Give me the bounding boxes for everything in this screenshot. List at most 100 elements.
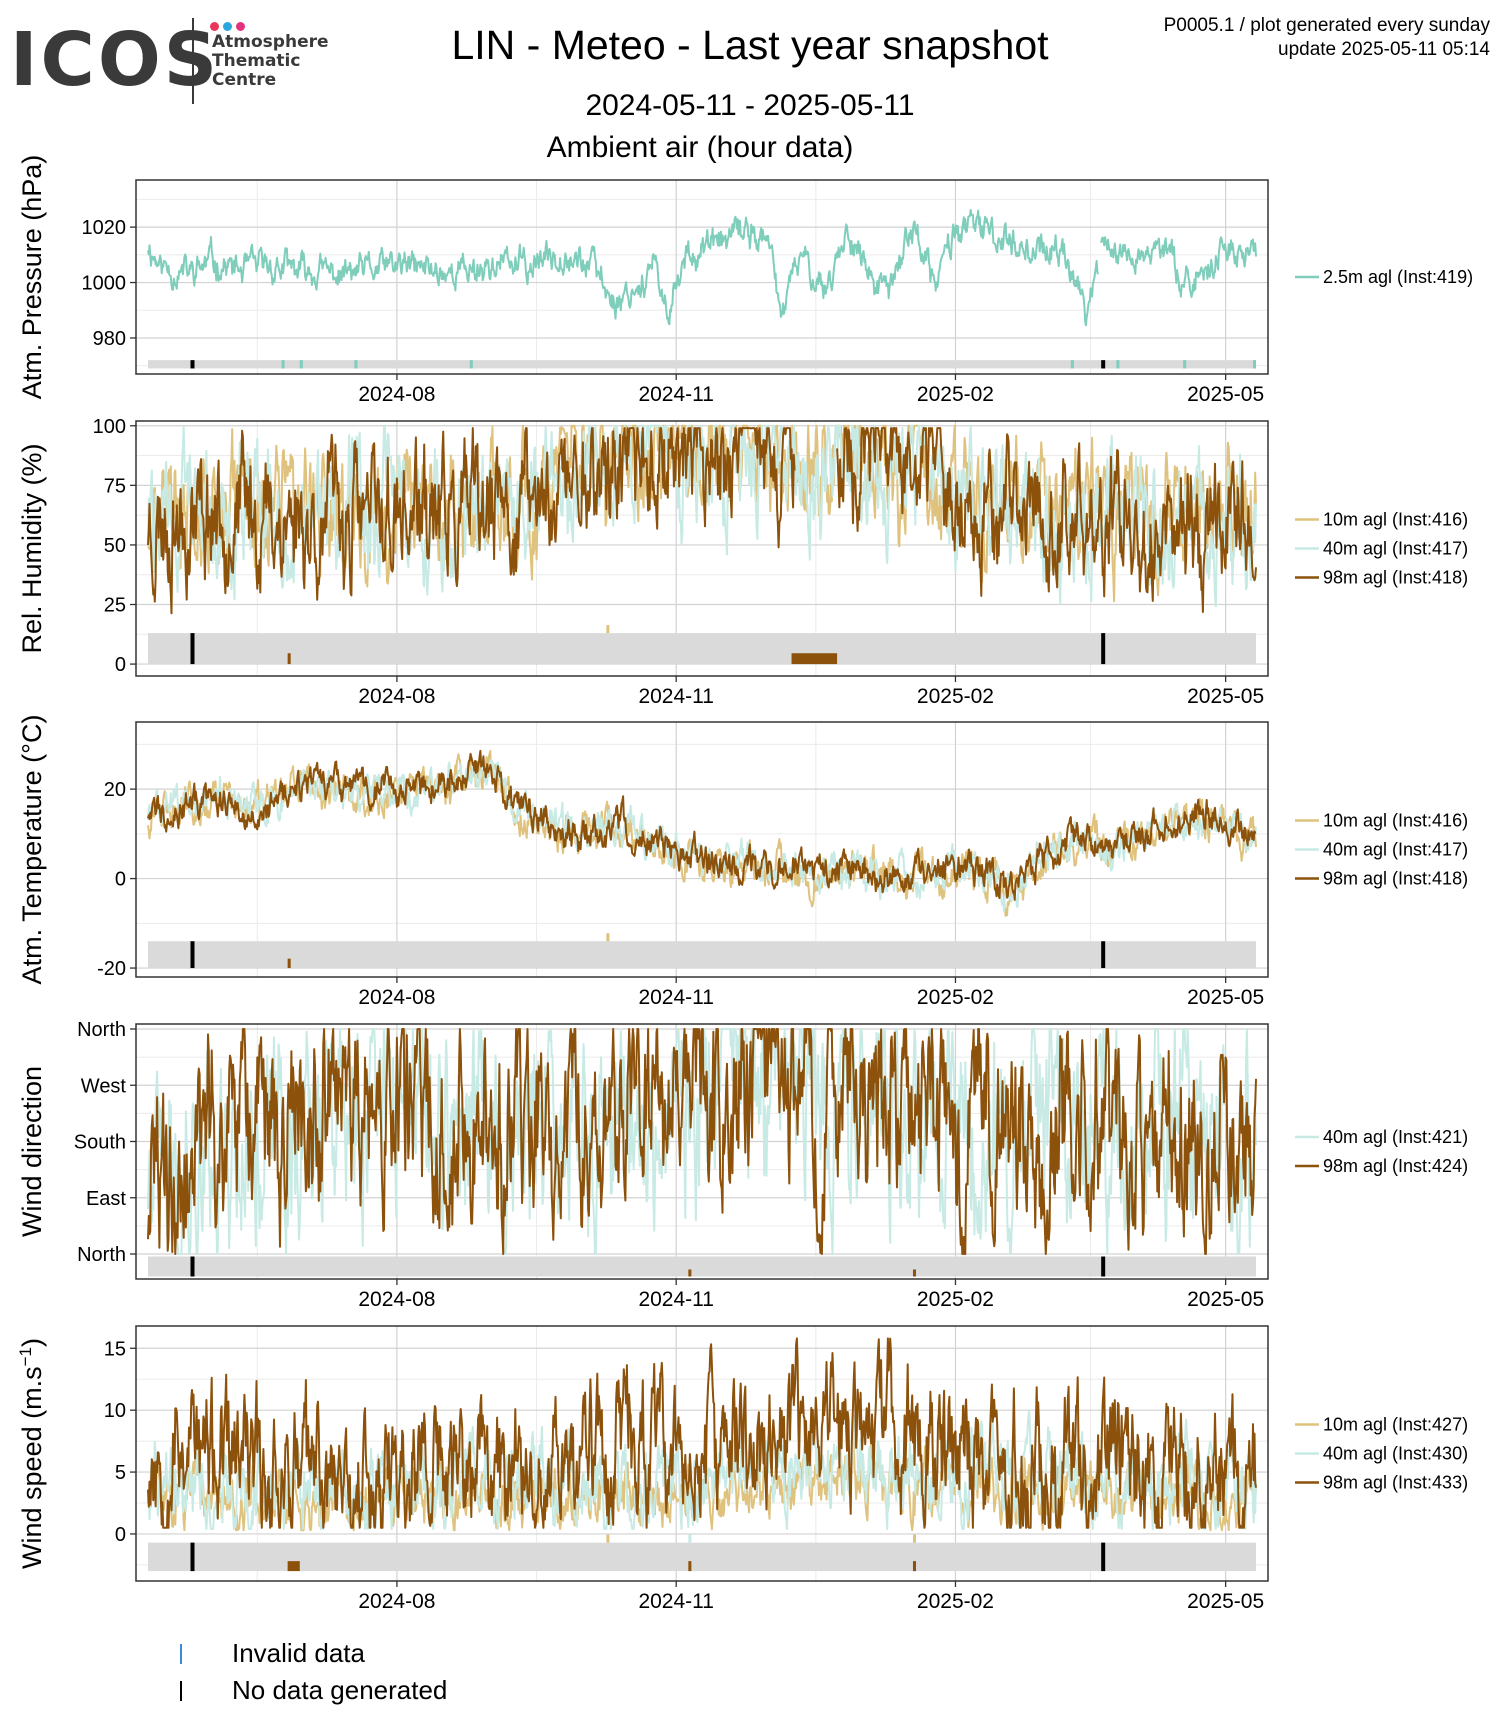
plot-meta: P0005.1 / plot generated every sunday up… [1164, 14, 1490, 62]
x-tick-label: 2025-02 [917, 383, 994, 406]
y-axis-title-superscript: −1 [16, 1347, 35, 1366]
no-data-mark [1101, 1256, 1106, 1277]
invalid-data-mark [912, 1269, 917, 1277]
x-tick-label: 2024-11 [638, 1590, 714, 1613]
x-tick-label: 2025-02 [917, 1590, 994, 1613]
logo-line-2: Thematic [212, 51, 301, 71]
y-tick-label: 100 [93, 416, 126, 438]
status-band [148, 633, 1256, 665]
series-line-2 [147, 1028, 1257, 1255]
logo-dot-red [210, 22, 219, 31]
legend-label-2: 40m agl (Inst:417) [1323, 539, 1468, 559]
y-tick-label: South [74, 1132, 126, 1154]
y-axis-title: Atm. Pressure (hPa) [17, 155, 47, 400]
x-tick-label: 2024-11 [638, 685, 714, 708]
x-tick-label: 2024-08 [358, 1590, 435, 1613]
legend-label-1: 40m agl (Inst:421) [1323, 1127, 1468, 1147]
y-tick-label: 15 [104, 1338, 126, 1360]
y-tick-label: 0 [115, 869, 126, 891]
invalid-data-mark [281, 360, 285, 369]
legend-label-2: 40m agl (Inst:430) [1323, 1444, 1468, 1464]
invalid-data-mark [688, 1561, 692, 1572]
y-axis-title-close: ) [17, 1338, 47, 1347]
x-tick-label: 2025-02 [917, 1288, 994, 1311]
y-tick-label: 10 [104, 1400, 126, 1422]
legend-label-3: 98m agl (Inst:433) [1323, 1473, 1468, 1493]
y-tick-label: North [77, 1244, 126, 1266]
x-tick-label: 2024-08 [358, 1288, 435, 1311]
x-tick-label: 2024-11 [638, 1288, 714, 1311]
invalid-data-mark [688, 1534, 692, 1543]
invalid-data-mark [287, 1561, 300, 1572]
x-tick-label: 2024-11 [638, 383, 714, 406]
y-tick-label: 25 [104, 595, 126, 617]
y-tick-label: 1020 [82, 217, 127, 239]
invalid-data-mark [1183, 360, 1187, 369]
no-data-mark [190, 1256, 195, 1277]
y-axis-title: Wind speed (m.s−1) [16, 1338, 47, 1569]
date-range: 2024-05-11 - 2025-05-11 [585, 89, 915, 122]
legend-label-1: 10m agl (Inst:416) [1323, 510, 1468, 530]
x-tick-label: 2025-05 [1187, 986, 1264, 1009]
status-band [148, 1256, 1256, 1277]
legend-label-3: 98m agl (Inst:418) [1323, 568, 1468, 588]
plot-meta-line-1: P0005.1 / plot generated every sunday [1163, 15, 1490, 36]
logo-dot-pink [236, 22, 245, 31]
y-tick-label: 0 [115, 654, 126, 676]
no-data-marker [180, 1681, 182, 1701]
invalid-data-mark [606, 625, 610, 634]
plot-frame [135, 1325, 1269, 1582]
y-tick-label: 75 [104, 475, 126, 497]
x-tick-label: 2024-08 [358, 986, 435, 1009]
y-tick-label: 5 [115, 1462, 126, 1484]
series-line-3 [147, 749, 1257, 901]
legend-label-1: 10m agl (Inst:416) [1323, 811, 1468, 831]
no-data-mark [1101, 633, 1106, 665]
logo-wordmark: ICOS [10, 17, 221, 103]
plot-frame [135, 1023, 1269, 1280]
invalid-data-mark [1116, 360, 1120, 369]
no-data-mark [190, 633, 195, 665]
y-tick-label: 980 [93, 328, 126, 350]
y-tick-label: -20 [97, 958, 126, 980]
logo-divider [192, 18, 194, 104]
series-line-1 [147, 424, 1257, 603]
legend-label-2: 98m agl (Inst:424) [1323, 1156, 1468, 1176]
status-band [148, 1542, 1256, 1572]
series-line-3 [147, 1337, 1257, 1529]
chart-panel-5: 0 5 10 15 2024-08 2024-11 2025-02 2025-05 Wind s… [16, 1325, 1468, 1613]
logo-dot-blue [223, 22, 232, 31]
section-title: Ambient air (hour data) [546, 131, 854, 164]
x-tick-label: 2025-05 [1187, 383, 1264, 406]
logo-line-1: Atmosphere [212, 32, 329, 52]
invalid-data-mark [1070, 360, 1074, 369]
y-axis-title: Atm. Temperature (°C) [17, 715, 47, 985]
invalid-data-mark [688, 1269, 692, 1277]
no-data-mark [190, 941, 195, 969]
legend-label-1: 10m agl (Inst:427) [1323, 1415, 1468, 1435]
y-axis-title: Wind direction [17, 1066, 47, 1237]
invalid-data-mark [791, 653, 838, 665]
invalid-data-mark [469, 360, 473, 369]
invalid-data-mark [299, 360, 303, 369]
legend-label-1: 2.5m agl (Inst:419) [1323, 267, 1473, 287]
x-tick-label: 2025-05 [1187, 1590, 1264, 1613]
plot-frame [135, 179, 1269, 375]
invalid-data-mark [287, 653, 291, 665]
y-tick-label: 0 [115, 1524, 126, 1546]
no-data-mark [190, 1542, 195, 1572]
invalid-data-mark [354, 360, 358, 369]
invalid-data-mark [606, 933, 610, 942]
x-tick-label: 2024-08 [358, 685, 435, 708]
x-tick-label: 2025-02 [917, 986, 994, 1009]
no-data-mark [1101, 941, 1106, 969]
chart-panel-2: 0 25 50 75 100 2024-08 2024-11 2025-02 2025-05 Re… [17, 416, 1468, 708]
status-band [148, 941, 1256, 969]
y-tick-label: West [81, 1075, 127, 1097]
invalid-data-mark [606, 1534, 610, 1543]
y-tick-label: 50 [104, 535, 126, 557]
invalid-data-mark [912, 1561, 917, 1572]
no-data-label: No data generated [232, 1675, 448, 1705]
plot-frame [135, 721, 1269, 978]
